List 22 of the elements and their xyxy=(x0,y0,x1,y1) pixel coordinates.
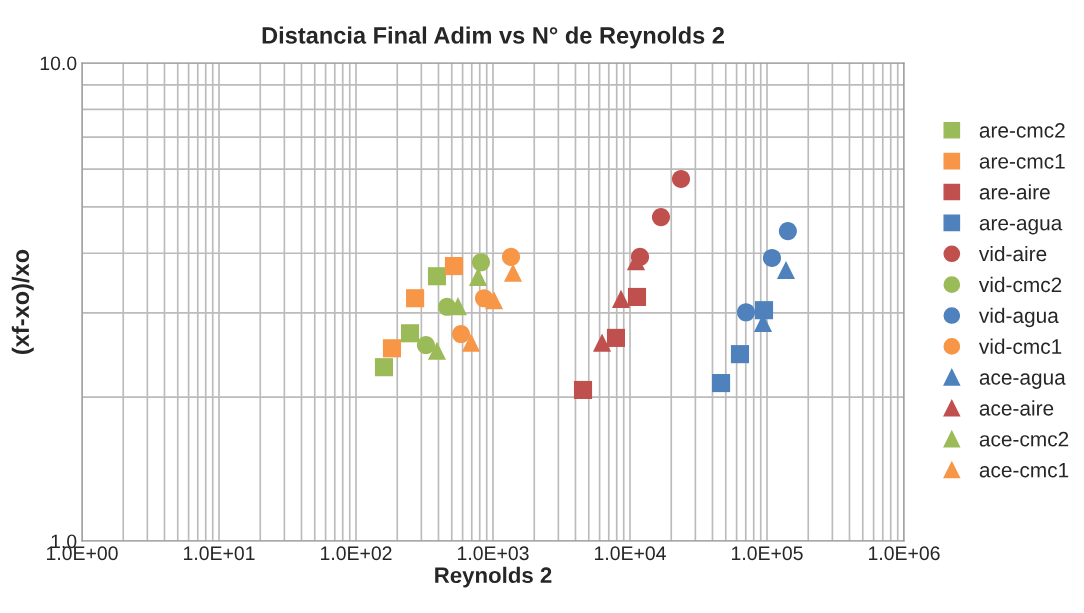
legend-label: vid-agua xyxy=(978,307,1059,328)
x-tick-label: 1.0E+04 xyxy=(594,546,666,561)
y-tick-label: 10.0 xyxy=(40,56,77,71)
legend-label: vid-cmc1 xyxy=(978,338,1062,354)
chart-title: Distancia Final Adim vs N° de Reynolds 2 xyxy=(262,26,724,49)
y-axis-title: (xf-xo)/xo xyxy=(11,249,34,354)
legend-label: ace-aire xyxy=(979,400,1054,416)
x-tick-label: 1.0E+06 xyxy=(868,546,940,561)
x-tick-label: 1.0E+03 xyxy=(457,546,529,561)
legend-label: vid-cmc2 xyxy=(978,276,1062,293)
x-tick-label: 1.0E+01 xyxy=(183,546,255,561)
x-axis-title: Reynolds 2 xyxy=(435,566,552,588)
x-tick-label: 1.0E+05 xyxy=(731,546,803,561)
legend-label: ace-cmc2 xyxy=(979,431,1069,447)
legend-label: vid-aire xyxy=(978,245,1047,262)
x-tick-label: 1.0E+02 xyxy=(320,546,392,561)
legend-label: are-aire xyxy=(979,184,1050,200)
legend-label: are-cmc1 xyxy=(979,154,1065,169)
legend-label: ace-agua xyxy=(979,373,1066,389)
legend-label: are-cmc2 xyxy=(979,123,1065,138)
legend-label: ace-cmc1 xyxy=(979,462,1069,478)
legend-label: are-agua xyxy=(979,218,1063,235)
